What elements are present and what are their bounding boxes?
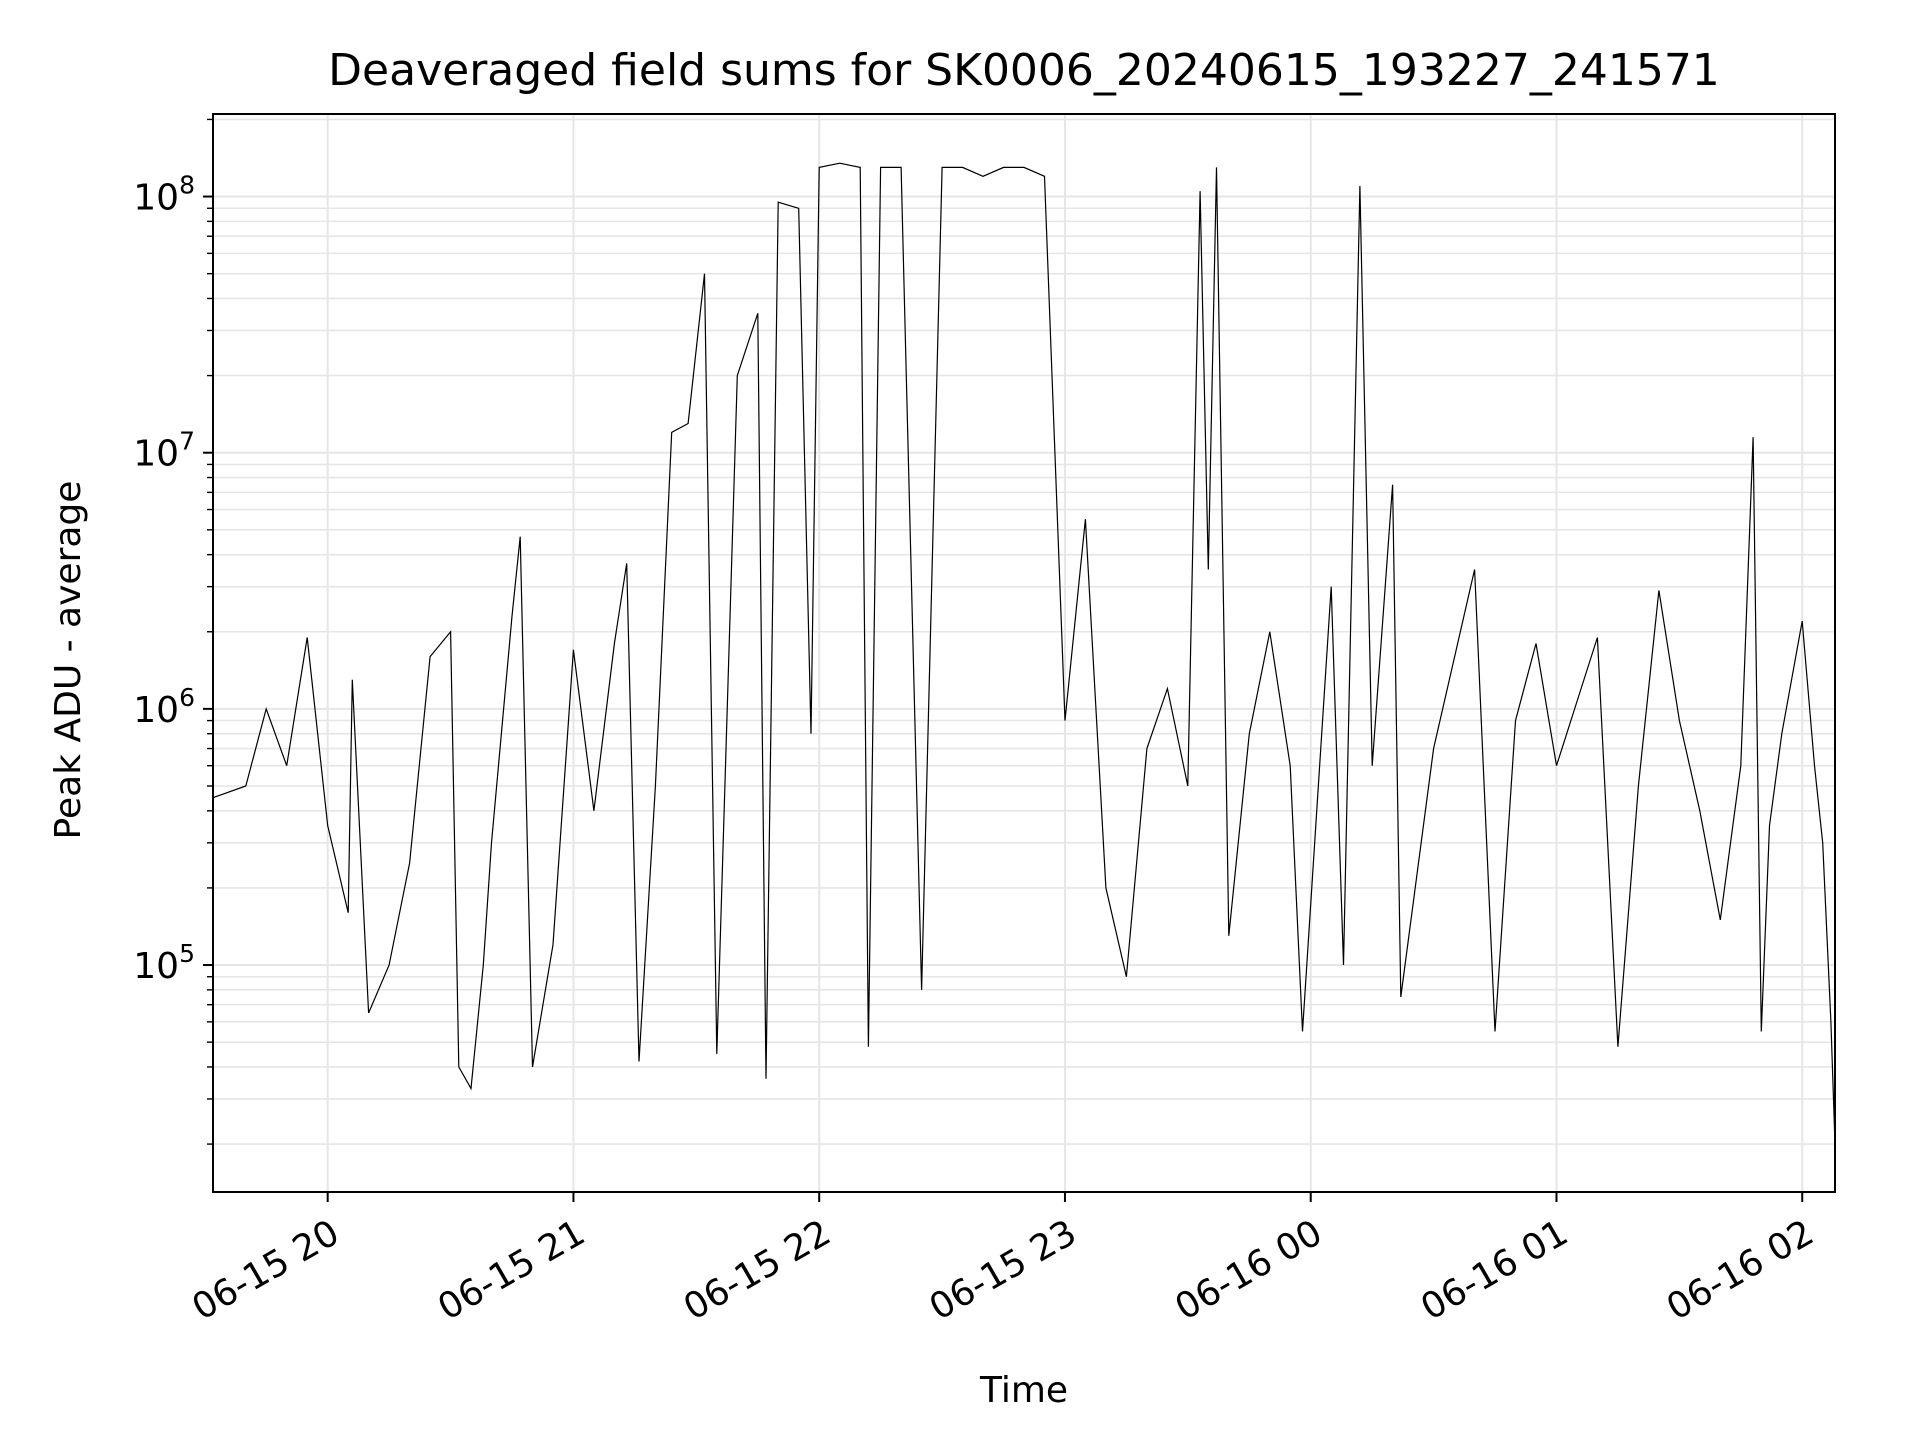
y-tick-label: 105 bbox=[133, 939, 195, 987]
y-tick-base: 10 bbox=[133, 178, 179, 219]
chart-title: Deaveraged field sums for SK0006_2024061… bbox=[328, 45, 1720, 96]
y-tick-base: 10 bbox=[133, 434, 179, 475]
y-axis-label: Peak ADU - average bbox=[48, 481, 89, 840]
y-tick-exponent: 8 bbox=[179, 171, 195, 200]
y-tick-exponent: 6 bbox=[179, 683, 195, 712]
y-tick-exponent: 7 bbox=[179, 427, 195, 456]
y-tick-base: 10 bbox=[133, 690, 179, 731]
y-tick-label: 106 bbox=[133, 683, 195, 731]
x-axis-label: Time bbox=[979, 1370, 1068, 1411]
y-tick-exponent: 5 bbox=[179, 939, 195, 968]
y-tick-label: 108 bbox=[133, 171, 195, 219]
plot-frame bbox=[212, 113, 1836, 1193]
y-tick-label: 107 bbox=[133, 427, 195, 475]
y-tick-base: 10 bbox=[133, 946, 179, 987]
series-line bbox=[212, 162, 1836, 1145]
